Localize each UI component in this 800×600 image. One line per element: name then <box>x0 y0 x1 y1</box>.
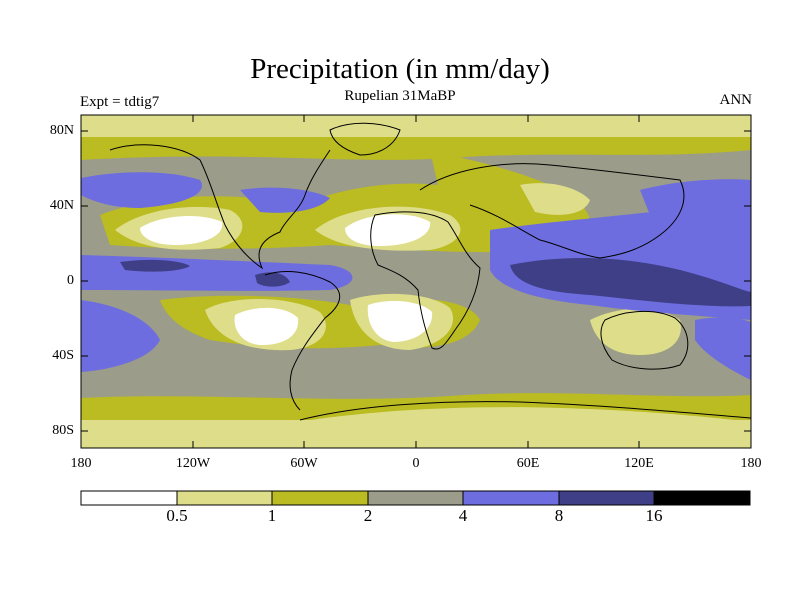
field-indian-very-wet <box>510 258 751 307</box>
field-sh-pacific-wet <box>81 300 160 372</box>
x-tick-label: 180 <box>740 456 762 471</box>
field-asia-olive <box>430 150 590 240</box>
y-tick-label: 80N <box>49 123 74 138</box>
colorbar <box>80 490 751 506</box>
colorbar-label: 1 <box>267 506 277 525</box>
y-tick-label: 40S <box>52 348 74 363</box>
colorbar-bin-7 <box>653 490 751 506</box>
colorbar-bin-6 <box>558 490 655 506</box>
y-tick-label: 0 <box>67 273 74 288</box>
axis-ticks <box>80 115 752 448</box>
colorbar-bin-5 <box>462 490 560 506</box>
colorbar-label: 4 <box>458 506 468 525</box>
field-s-atlantic-dry <box>367 300 433 342</box>
x-tick-label: 0 <box>412 456 420 471</box>
colorbar-label: 0.5 <box>166 506 188 525</box>
coast-south-america <box>264 270 340 411</box>
colorbar-bin-4 <box>367 490 464 506</box>
field-north-olive <box>81 137 751 160</box>
field-n-atlantic-wet <box>240 187 330 213</box>
field-n-pacific-wet <box>81 172 202 208</box>
coast-australia <box>600 310 689 370</box>
x-tick-label: 180 <box>70 456 92 471</box>
precipitation-field <box>81 115 751 448</box>
field-antarctica <box>280 407 751 448</box>
x-tick-label: 120E <box>624 456 654 471</box>
colorbar-bin-3 <box>271 490 369 506</box>
coastlines <box>109 122 751 421</box>
field-north-polar <box>81 115 751 137</box>
y-tick-label: 40N <box>49 198 74 213</box>
coast-greenland <box>329 122 401 156</box>
field-amazon-very-wet <box>255 272 290 287</box>
season-label: ANN <box>719 92 753 108</box>
coast-north-america <box>109 144 331 270</box>
chart-title: Precipitation (in mm/day) <box>250 53 550 85</box>
x-tick-label: 60E <box>516 456 540 471</box>
colorbar-label: 2 <box>363 506 373 525</box>
field-nw-pacific-wet <box>640 179 751 240</box>
coast-eurasia <box>419 163 685 259</box>
field-itcz-very-wet <box>120 259 190 272</box>
coast-antarctica <box>299 401 751 421</box>
field-asia-pale <box>520 183 590 215</box>
colorbar-label: 8 <box>554 506 564 525</box>
colorbar-bin-2 <box>176 490 273 506</box>
colorbar-bin-1 <box>80 490 178 506</box>
x-tick-label: 120W <box>175 456 211 471</box>
field-sahara-dry <box>345 214 431 246</box>
field-se-pacific-dry <box>234 307 299 345</box>
experiment-label: Expt = tdtig7 <box>80 94 160 110</box>
coast-africa <box>370 211 481 350</box>
field-australia-pale <box>590 308 681 355</box>
colorbar-label: 16 <box>645 506 663 525</box>
y-tick-label: 80S <box>52 423 74 438</box>
chart-subtitle: Rupelian 31MaBP <box>344 88 456 104</box>
field-pacific-dry <box>140 216 223 245</box>
x-tick-label: 60W <box>290 456 318 471</box>
field-sw-pacific-wet <box>695 317 751 380</box>
